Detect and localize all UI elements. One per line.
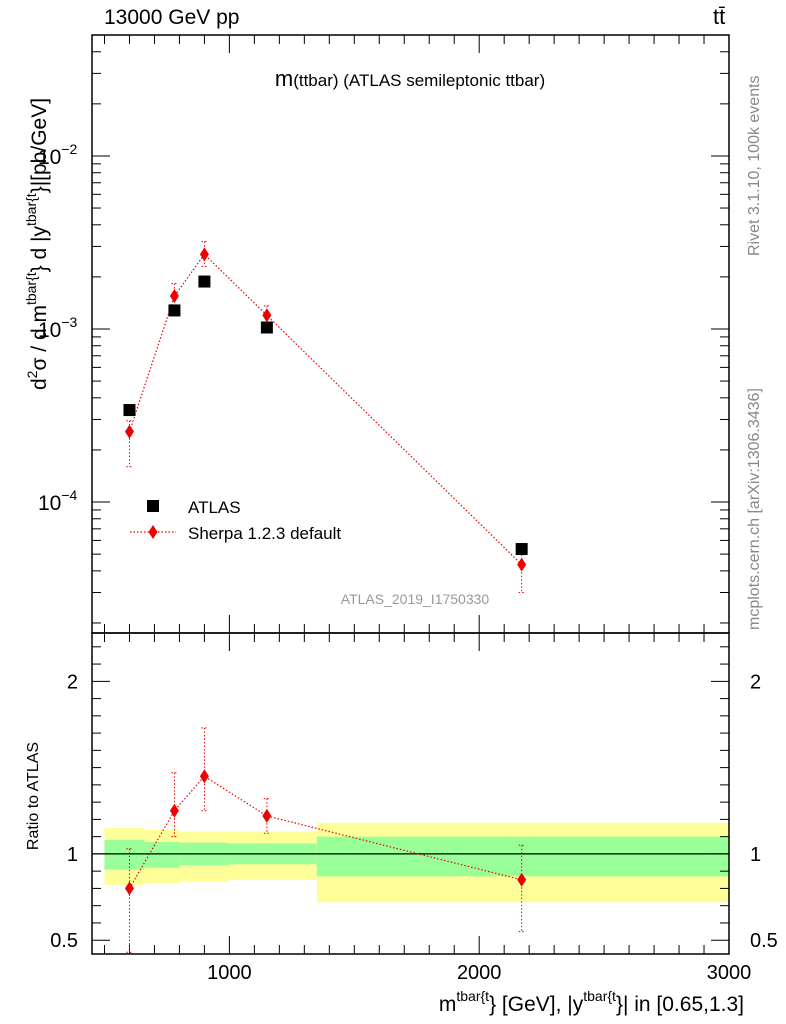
atlas-point-4 [515,543,528,556]
sherpa-ratio-point-2 [199,769,209,784]
main-y-axis-label: d2σ / d mtbar{t} d |ytbar{t}|[pb/GeV] [23,98,51,390]
atlas-point-2 [198,275,211,288]
mcplots-source-note: mcplots.cern.ch [arXiv:1306.3436] [746,388,763,630]
sherpa-main-point-2 [199,247,209,262]
x-tick-label-1000: 1000 [207,962,252,984]
sherpa-ratio-point-1 [169,803,179,818]
sherpa-main-line [128,253,523,566]
y-tick-label-ratio-left-1: 1 [67,844,78,866]
sherpa-ratio-point-4 [517,872,527,887]
x-tick-label-2000: 2000 [457,962,502,984]
x-tick-label-3000: 3000 [707,962,752,984]
rivet-version-note: Rivet 3.1.10, 100k events [746,75,763,256]
y-tick-label-ratio-right-1: 1 [750,844,761,866]
y-tick-label-ratio-right-2: 2 [750,671,761,693]
sherpa-main-point-4 [517,557,527,572]
y-tick-label-main-2: 10−2 [38,141,78,169]
y-tick-label-main-1: 10−3 [38,314,78,342]
sherpa-main-point-0 [124,424,134,439]
ratio-plot-frame [91,632,730,955]
y-tick-label-main-0: 10−4 [38,487,78,515]
legend-sherpa-label: Sherpa 1.2.3 default [188,524,341,543]
main-plot-title: m(ttbar) (ATLAS semileptonic ttbar) [275,66,545,91]
y-tick-label-ratio-left-0: 0.5 [50,930,78,952]
y-tick-label-ratio-right-0: 0.5 [750,930,778,952]
ratio-y-axis-label: Ratio to ATLAS [25,742,42,850]
ratio-band-inner-4 [316,836,729,877]
analysis-watermark: ATLAS_2019_I1750330 [341,591,490,607]
legend-sherpa-marker [148,525,158,539]
sherpa-main-point-3 [262,308,272,323]
atlas-point-0 [123,404,136,417]
x-axis-label: mtbar{t} [GeV], |ytbar{t}| in [0.65,1.3] [439,988,744,1016]
sherpa-ratio-line [128,775,522,889]
legend-atlas-marker [147,500,159,512]
atlas-point-1 [168,304,181,317]
sherpa-ratio-point-0 [124,881,134,896]
header-right: tt̄ [713,4,726,29]
ratio-band-inner-1 [144,841,180,868]
atlas-point-3 [260,321,273,334]
header-left: 13000 GeV pp [104,6,240,29]
ratio-band-inner-0 [104,840,145,870]
sherpa-ratio-point-3 [262,808,272,823]
main-plot-frame [91,34,730,634]
legend-atlas-label: ATLAS [188,498,241,517]
y-tick-label-ratio-left-2: 2 [67,671,78,693]
sherpa-main-point-1 [169,289,179,304]
